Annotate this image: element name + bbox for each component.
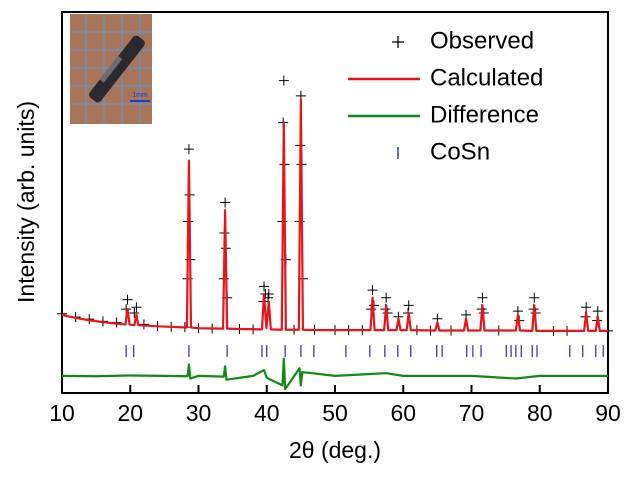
scale-label: 1mm — [132, 92, 148, 99]
crystal — [89, 35, 145, 103]
x-tick-label: 10 — [49, 400, 75, 426]
x-tick-label: 50 — [322, 400, 348, 426]
x-tick-label: 80 — [527, 400, 553, 426]
inset-photo: 1mm — [70, 14, 152, 124]
observed-point — [57, 308, 67, 319]
observed-point — [278, 75, 289, 86]
observed-point — [581, 302, 592, 313]
observed-point — [259, 281, 270, 292]
series-line — [61, 98, 608, 332]
observed-point — [122, 294, 133, 305]
observed-point — [403, 300, 414, 311]
x-tick-label: 70 — [459, 400, 485, 426]
x-tick-label: 20 — [117, 400, 143, 426]
x-axis-label: 2θ (deg.) — [289, 437, 381, 463]
observed-point — [183, 144, 194, 155]
observed-point — [129, 307, 140, 318]
legend-symbol — [392, 36, 404, 48]
x-tick-label: 60 — [390, 400, 416, 426]
series-line — [61, 357, 608, 391]
observed-point — [367, 285, 378, 296]
x-tick-label: 30 — [186, 400, 212, 426]
observed-point — [529, 292, 540, 303]
observed-point — [220, 197, 231, 208]
legend-label: CoSn — [430, 138, 490, 165]
legend-label: Difference — [430, 101, 539, 128]
crystal-highlight — [99, 56, 123, 83]
y-axis-label: Intensity (arb. units) — [13, 101, 39, 303]
observed-point — [131, 302, 142, 313]
observed-point — [381, 292, 392, 303]
x-tick-label: 90 — [595, 400, 621, 426]
legend-label: Calculated — [430, 64, 543, 91]
observed-point — [263, 288, 274, 299]
x-tick-label: 40 — [254, 400, 280, 426]
observed-point — [477, 292, 488, 303]
observed-point — [592, 306, 603, 317]
legend-label: Observed — [430, 27, 534, 54]
